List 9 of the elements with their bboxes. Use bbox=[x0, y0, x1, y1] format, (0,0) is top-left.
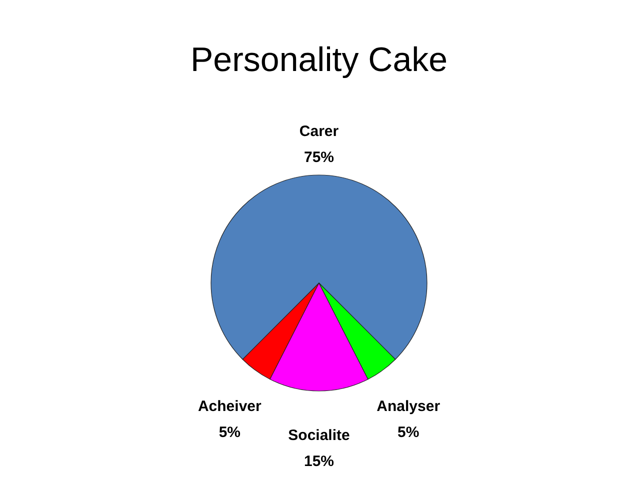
slice-label: Socialite bbox=[288, 427, 350, 444]
slice-label: Carer bbox=[299, 123, 339, 140]
data-label: 5% bbox=[218, 424, 240, 441]
slice-label: Analyser bbox=[376, 398, 440, 415]
slice-label: Acheiver bbox=[198, 398, 262, 415]
data-label: 75% bbox=[304, 149, 334, 166]
data-label: 5% bbox=[398, 424, 420, 441]
chart-title: Personality Cake bbox=[190, 41, 448, 79]
data-label: 15% bbox=[304, 453, 334, 470]
